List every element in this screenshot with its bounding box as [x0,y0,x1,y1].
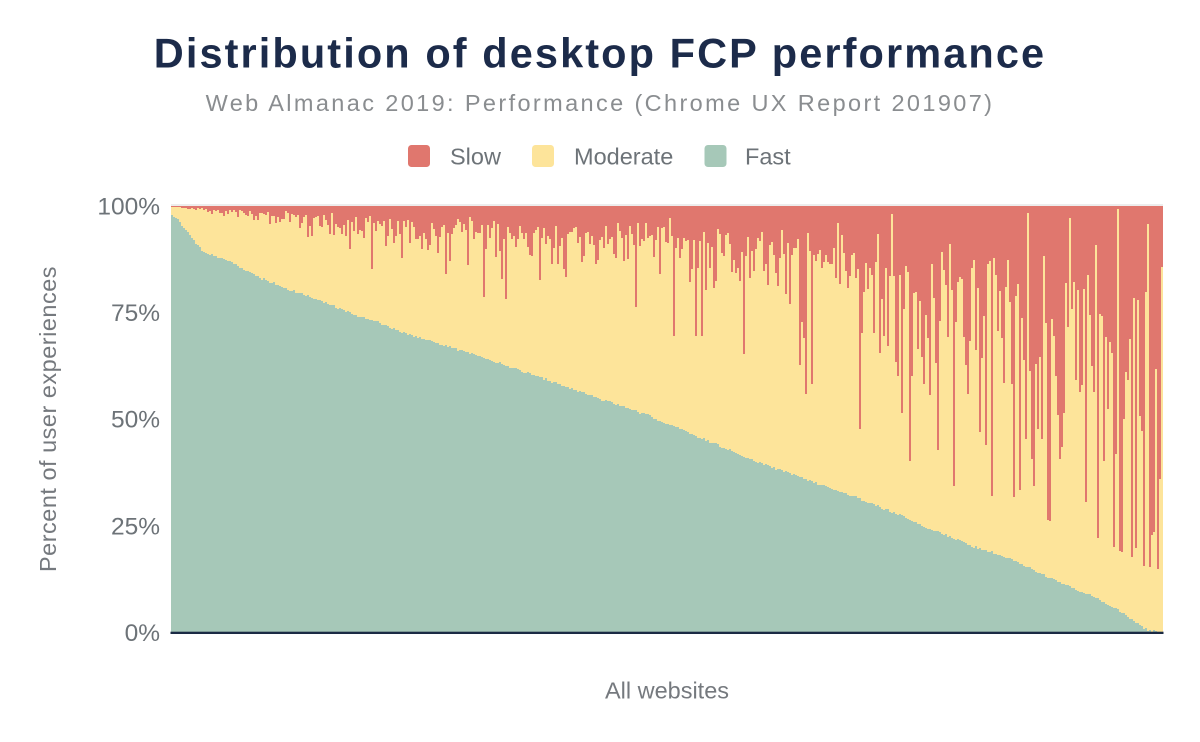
svg-text:Distribution of desktop FCP pe: Distribution of desktop FCP performance [154,30,1046,77]
svg-text:100%: 100% [97,193,160,220]
svg-text:Slow: Slow [450,144,502,170]
svg-text:25%: 25% [111,513,160,540]
svg-text:Percent of user experiences: Percent of user experiences [35,266,61,572]
svg-text:Web Almanac 2019: Performance: Web Almanac 2019: Performance (Chrome UX… [206,90,995,116]
svg-text:50%: 50% [111,407,160,434]
svg-text:Fast: Fast [745,144,791,170]
svg-text:Moderate: Moderate [574,144,673,170]
svg-text:0%: 0% [125,620,160,647]
svg-text:75%: 75% [111,300,160,327]
svg-text:All websites: All websites [605,677,729,703]
